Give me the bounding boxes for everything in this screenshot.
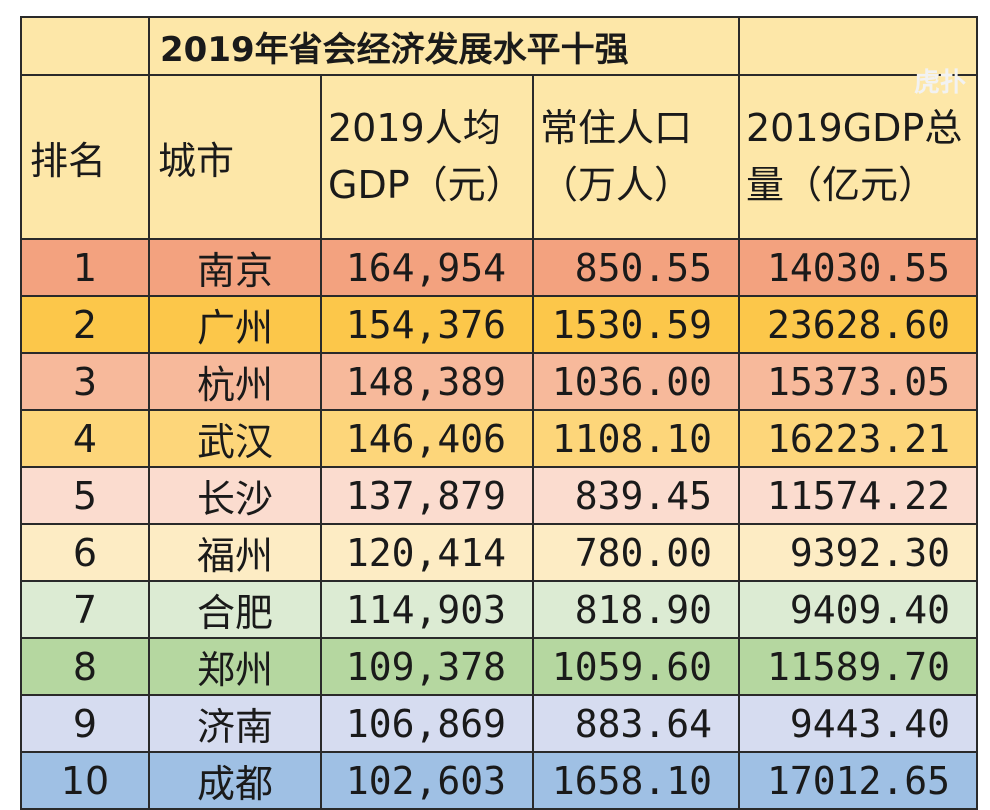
cell-city: 合肥 bbox=[148, 580, 322, 639]
cell-rank: 7 bbox=[20, 580, 150, 639]
title-row: 2019年省会经济发展水平十强 bbox=[20, 16, 978, 76]
table-body: 2019年省会经济发展水平十强 排名 城市 2019人均GDP（元） 常住人口（… bbox=[20, 16, 978, 810]
cell-population: 1059.60 bbox=[532, 637, 740, 696]
cell-gdp-total: 11574.22 bbox=[738, 466, 978, 525]
cell-rank: 9 bbox=[20, 694, 150, 753]
cell-gdp-per-capita: 114,903 bbox=[320, 580, 534, 639]
cell-gdp-total: 11589.70 bbox=[738, 637, 978, 696]
table-row: 9 济南 106,869 883.64 9443.40 bbox=[20, 694, 978, 753]
table-row: 1 南京 164,954 850.55 14030.55 bbox=[20, 238, 978, 297]
cell-population: 1658.10 bbox=[532, 751, 740, 810]
cell-gdp-per-capita: 146,406 bbox=[320, 409, 534, 468]
cell-city: 长沙 bbox=[148, 466, 322, 525]
header-population: 常住人口（万人） bbox=[532, 74, 740, 240]
cell-gdp-total: 9392.30 bbox=[738, 523, 978, 582]
cell-city: 南京 bbox=[148, 238, 322, 297]
cell-city: 成都 bbox=[148, 751, 322, 810]
cell-gdp-per-capita: 120,414 bbox=[320, 523, 534, 582]
header-gdp-total: 2019GDP总量（亿元） bbox=[738, 74, 978, 240]
cell-gdp-per-capita: 148,389 bbox=[320, 352, 534, 411]
cell-population: 1108.10 bbox=[532, 409, 740, 468]
table-row: 5 长沙 137,879 839.45 11574.22 bbox=[20, 466, 978, 525]
cell-gdp-total: 23628.60 bbox=[738, 295, 978, 354]
cell-population: 883.64 bbox=[532, 694, 740, 753]
cell-rank: 6 bbox=[20, 523, 150, 582]
header-row: 排名 城市 2019人均GDP（元） 常住人口（万人） 2019GDP总量（亿元… bbox=[20, 74, 978, 240]
cell-city: 武汉 bbox=[148, 409, 322, 468]
table-row: 6 福州 120,414 780.00 9392.30 bbox=[20, 523, 978, 582]
cell-rank: 2 bbox=[20, 295, 150, 354]
cell-city: 郑州 bbox=[148, 637, 322, 696]
cell-rank: 3 bbox=[20, 352, 150, 411]
header-gdp-per-capita: 2019人均GDP（元） bbox=[320, 74, 534, 240]
cell-gdp-total: 15373.05 bbox=[738, 352, 978, 411]
watermark: 虎扑 bbox=[913, 68, 966, 98]
cell-gdp-total: 9443.40 bbox=[738, 694, 978, 753]
cell-gdp-per-capita: 102,603 bbox=[320, 751, 534, 810]
cell-population: 780.00 bbox=[532, 523, 740, 582]
table-row: 10 成都 102,603 1658.10 17012.65 bbox=[20, 751, 978, 810]
table-row: 4 武汉 146,406 1108.10 16223.21 bbox=[20, 409, 978, 468]
cell-population: 1530.59 bbox=[532, 295, 740, 354]
cell-rank: 4 bbox=[20, 409, 150, 468]
cell-gdp-per-capita: 154,376 bbox=[320, 295, 534, 354]
cell-gdp-per-capita: 106,869 bbox=[320, 694, 534, 753]
cell-rank: 10 bbox=[20, 751, 150, 810]
ranking-table: 2019年省会经济发展水平十强 排名 城市 2019人均GDP（元） 常住人口（… bbox=[20, 16, 978, 810]
cell-gdp-total: 16223.21 bbox=[738, 409, 978, 468]
header-rank: 排名 bbox=[20, 74, 150, 240]
cell-gdp-per-capita: 137,879 bbox=[320, 466, 534, 525]
cell-gdp-total: 17012.65 bbox=[738, 751, 978, 810]
cell-gdp-per-capita: 164,954 bbox=[320, 238, 534, 297]
title-spacer-right bbox=[738, 16, 978, 76]
cell-population: 1036.00 bbox=[532, 352, 740, 411]
table-row: 8 郑州 109,378 1059.60 11589.70 bbox=[20, 637, 978, 696]
table-row: 3 杭州 148,389 1036.00 15373.05 bbox=[20, 352, 978, 411]
cell-city: 济南 bbox=[148, 694, 322, 753]
cell-city: 杭州 bbox=[148, 352, 322, 411]
cell-rank: 5 bbox=[20, 466, 150, 525]
cell-rank: 8 bbox=[20, 637, 150, 696]
header-city: 城市 bbox=[148, 74, 322, 240]
table-row: 7 合肥 114,903 818.90 9409.40 bbox=[20, 580, 978, 639]
cell-gdp-per-capita: 109,378 bbox=[320, 637, 534, 696]
cell-gdp-total: 14030.55 bbox=[738, 238, 978, 297]
cell-population: 818.90 bbox=[532, 580, 740, 639]
cell-city: 广州 bbox=[148, 295, 322, 354]
cell-rank: 1 bbox=[20, 238, 150, 297]
table-title: 2019年省会经济发展水平十强 bbox=[148, 16, 740, 76]
cell-gdp-total: 9409.40 bbox=[738, 580, 978, 639]
table-row: 2 广州 154,376 1530.59 23628.60 bbox=[20, 295, 978, 354]
cell-population: 850.55 bbox=[532, 238, 740, 297]
title-spacer-left bbox=[20, 16, 150, 76]
cell-city: 福州 bbox=[148, 523, 322, 582]
table-wrapper: 2019年省会经济发展水平十强 排名 城市 2019人均GDP（元） 常住人口（… bbox=[20, 16, 978, 810]
cell-population: 839.45 bbox=[532, 466, 740, 525]
